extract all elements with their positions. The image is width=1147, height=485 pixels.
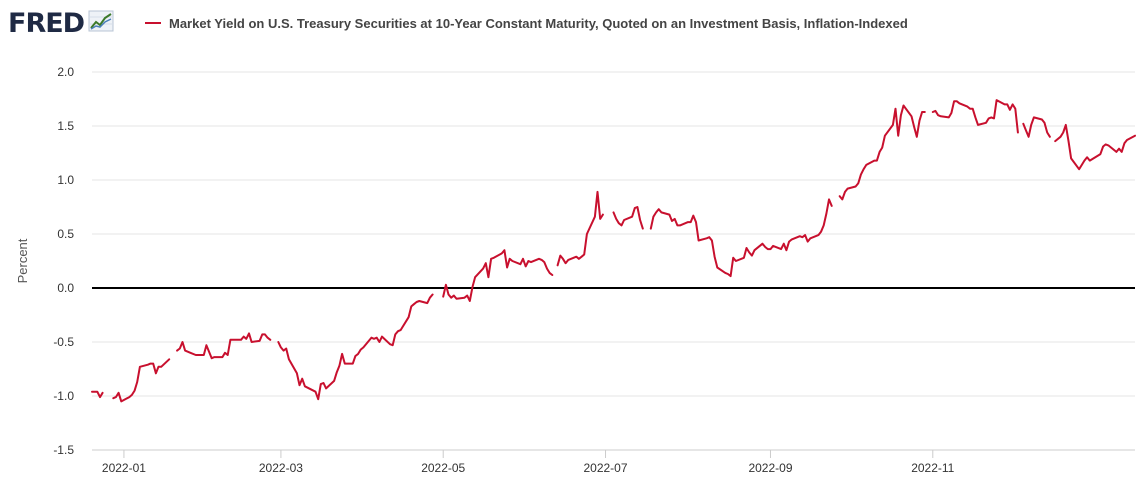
- y-tick-label: 2.0: [57, 65, 74, 79]
- series-segment[interactable]: [277, 293, 434, 401]
- series-segment[interactable]: [1054, 123, 1136, 171]
- y-tick-label: -1.0: [53, 389, 74, 403]
- y-tick-label: -0.5: [53, 335, 74, 349]
- fred-logo-text: FRED: [8, 7, 85, 39]
- series-segment[interactable]: [649, 198, 833, 278]
- series-segment[interactable]: [442, 249, 554, 302]
- series-segment[interactable]: [838, 104, 926, 201]
- series-segment[interactable]: [931, 99, 1019, 134]
- legend-series-label: Market Yield on U.S. Treasury Securities…: [169, 16, 908, 31]
- y-tick-label: 1.0: [57, 173, 74, 187]
- y-axis-ticks: 2.0 1.5 1.0 0.5 0.0 -0.5 -1.0 -1.5: [53, 65, 74, 457]
- x-axis-ticks: 2022-01 2022-03 2022-05 2022-07 2022-09 2022-…: [92, 449, 1135, 475]
- y-tick-label: -1.5: [53, 443, 74, 457]
- chart-legend[interactable]: Market Yield on U.S. Treasury Securities…: [145, 14, 985, 33]
- series-segment[interactable]: [612, 206, 644, 230]
- series-segment[interactable]: [1022, 116, 1051, 138]
- y-tick-label: 1.5: [57, 119, 74, 133]
- chart-header: FRED Market Yield on U.S. Treasury Secur…: [0, 0, 1147, 60]
- x-tick-label: 2022-09: [748, 461, 792, 475]
- series-line[interactable]: [91, 99, 1136, 403]
- fred-logo[interactable]: FRED: [8, 7, 114, 39]
- series-segment[interactable]: [556, 190, 604, 267]
- x-tick-label: 2022-01: [102, 461, 146, 475]
- x-tick-label: 2022-11: [911, 461, 954, 475]
- line-chart-icon: [88, 10, 114, 37]
- series-segment[interactable]: [176, 332, 272, 360]
- x-tick-label: 2022-05: [421, 461, 465, 475]
- y-tick-label: 0.5: [57, 227, 74, 241]
- gridlines: [92, 71, 1135, 451]
- x-tick-label: 2022-07: [583, 461, 627, 475]
- series-segment[interactable]: [112, 358, 171, 403]
- legend-swatch: [145, 22, 161, 24]
- series-segment[interactable]: [91, 390, 104, 399]
- y-axis-label: Percent: [15, 238, 30, 283]
- y-tick-label: 0.0: [57, 281, 74, 295]
- x-tick-label: 2022-03: [259, 461, 303, 475]
